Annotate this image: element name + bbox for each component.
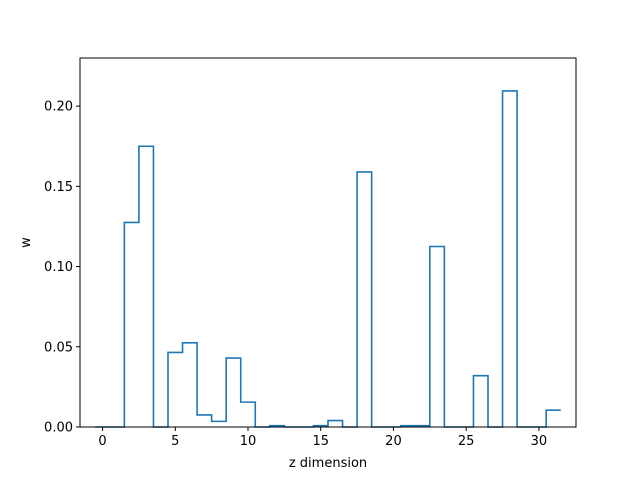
bin-18 — [357, 172, 372, 427]
bin-8 — [212, 421, 227, 427]
plot-area — [79, 57, 577, 428]
x-tick-label: 25 — [458, 434, 475, 449]
x-tick-label: 30 — [531, 434, 548, 449]
x-tick-label: 0 — [98, 434, 106, 449]
bin-28 — [503, 91, 518, 427]
y-tick-label: 0.10 — [44, 260, 73, 275]
x-axis-label: z dimension — [289, 456, 367, 471]
x-tick-label: 20 — [385, 434, 402, 449]
bin-2 — [124, 222, 139, 427]
y-tick-label: 0.00 — [44, 421, 73, 436]
plot-frame — [79, 57, 577, 428]
bin-23 — [430, 247, 445, 427]
bin-3 — [139, 146, 154, 427]
bin-5 — [168, 352, 183, 427]
bin-9 — [226, 358, 241, 427]
bin-31 — [546, 410, 561, 427]
bin-26 — [473, 376, 488, 427]
bin-6 — [183, 343, 198, 427]
bin-16 — [328, 421, 343, 427]
y-tick-label: 0.20 — [44, 100, 73, 115]
y-tick-label: 0.05 — [44, 340, 73, 355]
y-axis-ticks: 0.00 0.05 0.10 0.15 0.20 — [44, 100, 80, 436]
x-tick-label: 10 — [240, 434, 257, 449]
x-axis-ticks: 0 5 10 15 20 25 30 — [98, 427, 547, 449]
bin-10 — [241, 402, 256, 427]
y-axis-label: w — [19, 237, 34, 248]
bin-7 — [197, 415, 212, 427]
x-tick-label: 5 — [171, 434, 179, 449]
series-step-line — [95, 90, 561, 428]
y-tick-label: 0.15 — [44, 180, 73, 195]
x-tick-label: 15 — [312, 434, 329, 449]
